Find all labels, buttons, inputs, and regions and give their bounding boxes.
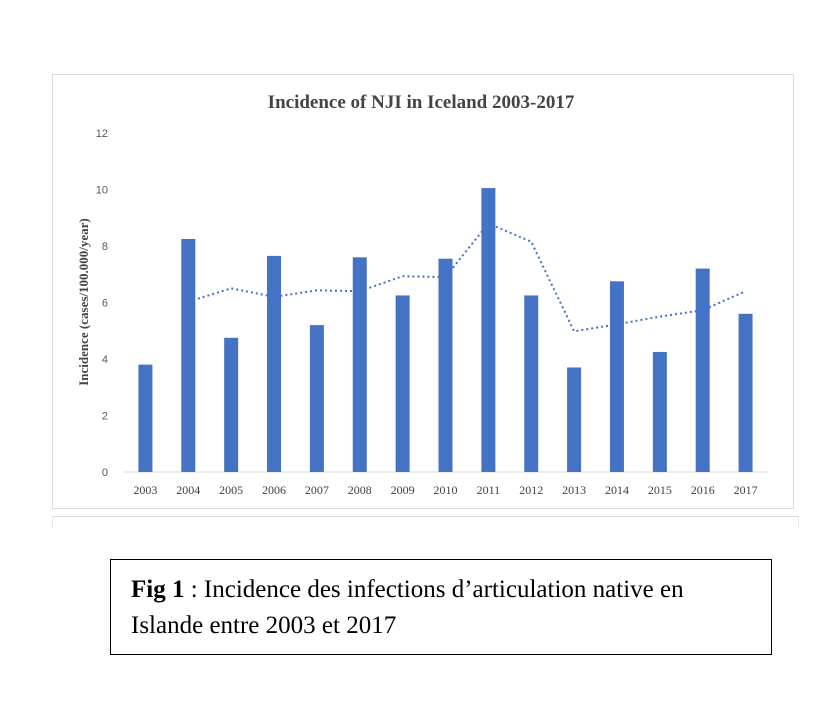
y-tick-label: 4 bbox=[102, 354, 108, 366]
x-tick-label: 2014 bbox=[605, 483, 629, 497]
bars bbox=[138, 188, 753, 472]
y-tick-label: 2 bbox=[102, 411, 108, 423]
bar-2013 bbox=[567, 367, 582, 472]
bar-2007 bbox=[309, 325, 324, 472]
caption-label: Fig 1 bbox=[131, 576, 185, 603]
bar-2003 bbox=[138, 364, 153, 472]
x-tick-label: 2007 bbox=[305, 483, 329, 497]
x-tick-label: 2016 bbox=[691, 483, 715, 497]
x-tick-label: 2013 bbox=[562, 483, 586, 497]
caption-text: Incidence des infections d’articulation … bbox=[131, 576, 684, 639]
bar-2014 bbox=[609, 281, 624, 472]
x-tick-label: 2017 bbox=[734, 483, 758, 497]
y-tick-label: 0 bbox=[102, 467, 108, 479]
trendline bbox=[188, 222, 746, 333]
lower-frame-edge bbox=[52, 516, 799, 527]
bar-2017 bbox=[738, 313, 753, 472]
x-tick-label: 2010 bbox=[434, 483, 458, 497]
y-tick-label: 12 bbox=[96, 128, 108, 140]
x-tick-label: 2012 bbox=[519, 483, 543, 497]
trendline-path bbox=[188, 222, 746, 333]
caption-separator: : bbox=[184, 576, 204, 603]
bar-2008 bbox=[352, 257, 367, 472]
x-tick-label: 2009 bbox=[391, 483, 415, 497]
bar-2016 bbox=[695, 268, 710, 472]
x-tick-label: 2015 bbox=[648, 483, 672, 497]
bar-2009 bbox=[395, 295, 410, 472]
y-tick-labels: 0 2 4 6 8 10 12 bbox=[96, 128, 108, 479]
y-tick-label: 6 bbox=[102, 298, 108, 310]
bar-2011 bbox=[481, 188, 496, 472]
chart-frame bbox=[52, 74, 794, 509]
x-tick-label: 2006 bbox=[262, 483, 286, 497]
x-tick-label: 2008 bbox=[348, 483, 372, 497]
x-tick-labels: 2003 2004 2005 2006 2007 2008 2009 2010 2011 2012… bbox=[133, 483, 757, 497]
x-tick-label: 2003 bbox=[133, 483, 157, 497]
x-tick-label: 2005 bbox=[219, 483, 243, 497]
y-axis-label: Incidence (cases/100.000/year) bbox=[76, 218, 91, 386]
x-tick-label: 2011 bbox=[477, 483, 501, 497]
figure-caption: Fig 1 : Incidence des infections d’artic… bbox=[110, 559, 772, 655]
bar-2006 bbox=[267, 255, 282, 472]
bar-2012 bbox=[524, 295, 539, 472]
y-tick-label: 10 bbox=[96, 185, 108, 197]
bar-2015 bbox=[652, 351, 667, 472]
chart-title: Incidence of NJI in Iceland 2003-2017 bbox=[268, 92, 575, 113]
x-tick-label: 2004 bbox=[176, 483, 200, 497]
bar-2010 bbox=[438, 258, 453, 472]
bar-2004 bbox=[181, 238, 196, 472]
bar-2005 bbox=[224, 337, 239, 472]
y-tick-label: 8 bbox=[102, 241, 108, 253]
